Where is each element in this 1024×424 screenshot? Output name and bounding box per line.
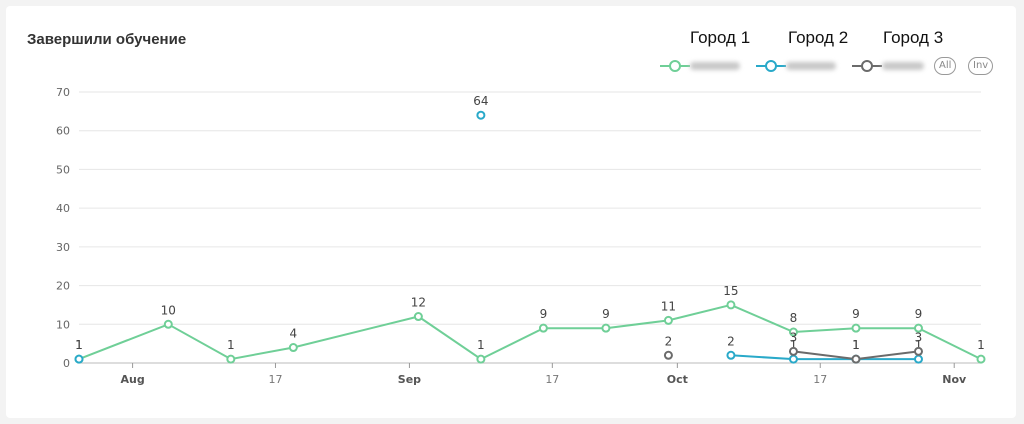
- x-tick-label-1: 17: [268, 373, 282, 386]
- series-1-data-label-12: 9: [915, 307, 923, 321]
- series-3-point-1: [788, 346, 798, 356]
- series-1-data-label-3: 4: [290, 327, 298, 341]
- city-label-3: Город 3: [883, 28, 944, 47]
- series-1-line-0: [78, 303, 982, 361]
- y-tick-label-6: 60: [56, 125, 70, 138]
- series-3-data-label-2: 1: [852, 338, 860, 352]
- series-1-point-4: [413, 312, 423, 322]
- legend-item-2[interactable]: [756, 58, 836, 74]
- series-1-data-label-8: 11: [661, 299, 676, 313]
- y-tick-label-1: 10: [56, 318, 70, 331]
- series-1-point-3: [288, 343, 298, 353]
- series-2-point-5: [913, 354, 923, 364]
- legend-label-2-blurred: [786, 62, 836, 70]
- legend-inv-button[interactable]: Inv: [968, 57, 994, 75]
- x-tick-label-2: Sep: [398, 373, 421, 386]
- y-tick-label-7: 70: [56, 86, 70, 99]
- legend-label-1-blurred: [690, 62, 740, 70]
- series-1-point-11: [851, 323, 861, 333]
- x-tick-label-0: Aug: [120, 373, 144, 386]
- series-3-data-label-3: 3: [915, 330, 923, 344]
- y-tick-label-2: 20: [56, 280, 70, 293]
- series-1-data-label-0: 1: [75, 338, 83, 352]
- legend-marker-3-icon: [852, 60, 882, 72]
- series-1-point-13: [976, 354, 986, 364]
- series-1-data-label-10: 8: [790, 311, 798, 325]
- series-1-point-8: [663, 315, 673, 325]
- series-2-point-3: [788, 354, 798, 364]
- series-1-data-label-7: 9: [602, 307, 610, 321]
- y-tick-label-0: 0: [63, 357, 70, 370]
- y-tick-label-3: 30: [56, 241, 70, 254]
- city-label-2: Город 2: [788, 28, 849, 47]
- y-tick-label-5: 50: [56, 163, 70, 176]
- series-1-point-10: [788, 327, 798, 337]
- series-1-point-1: [163, 319, 173, 329]
- series-1-data-label-13: 1: [977, 338, 985, 352]
- series-2-data-label-4: 1: [852, 338, 860, 352]
- series-1-point-2: [226, 354, 236, 364]
- legend-all-button[interactable]: All: [934, 57, 957, 75]
- series-3-data-label-1: 3: [790, 330, 798, 344]
- legend-item-1[interactable]: [660, 58, 740, 74]
- series-2-data-label-3: 1: [790, 338, 798, 352]
- series-1-data-label-2: 1: [227, 338, 235, 352]
- legend-label-3-blurred: [882, 62, 924, 70]
- series-1-data-label-1: 10: [161, 303, 176, 317]
- series-2-data-label-5: 1: [915, 338, 923, 352]
- city-label-1: Город 1: [690, 28, 751, 47]
- series-2-line-0: [730, 354, 919, 361]
- chart-card: Завершили обучение: [6, 6, 1016, 418]
- series-1-point-6: [538, 323, 548, 333]
- series-1-data-label-9: 15: [723, 284, 738, 298]
- series-1-data-label-11: 9: [852, 307, 860, 321]
- series-3-data-label-0: 2: [665, 334, 673, 348]
- legend-marker-1-icon: [660, 60, 690, 72]
- series-3-point-2: [851, 354, 861, 364]
- series-2-data-label-0: 1: [75, 338, 83, 352]
- series-2-point-1: [476, 110, 486, 120]
- series-1-data-label-6: 9: [540, 307, 548, 321]
- x-tick-label-4: Oct: [667, 373, 688, 386]
- series-1-point-5: [476, 354, 486, 364]
- series-2-point-0: [74, 354, 84, 364]
- series-1-data-label-5: 1: [477, 338, 485, 352]
- series-1-point-7: [601, 323, 611, 333]
- series-1-point-12: [913, 323, 923, 333]
- series-2-data-label-2: 2: [727, 334, 735, 348]
- x-tick-label-5: 17: [813, 373, 827, 386]
- series-1-point-9: [726, 300, 736, 310]
- series-3-point-0: [663, 350, 673, 360]
- series-2-data-label-1: 64: [473, 94, 488, 108]
- legend-item-3[interactable]: [852, 58, 924, 74]
- x-tick-label-3: 17: [545, 373, 559, 386]
- legend-marker-2-icon: [756, 60, 786, 72]
- x-tick-label-6: Nov: [942, 373, 967, 386]
- chart-title: Завершили обучение: [27, 31, 187, 48]
- y-tick-label-4: 40: [56, 202, 70, 215]
- series-2-point-2: [726, 350, 736, 360]
- series-1-data-label-4: 12: [411, 296, 426, 310]
- series-3-point-3: [913, 346, 923, 356]
